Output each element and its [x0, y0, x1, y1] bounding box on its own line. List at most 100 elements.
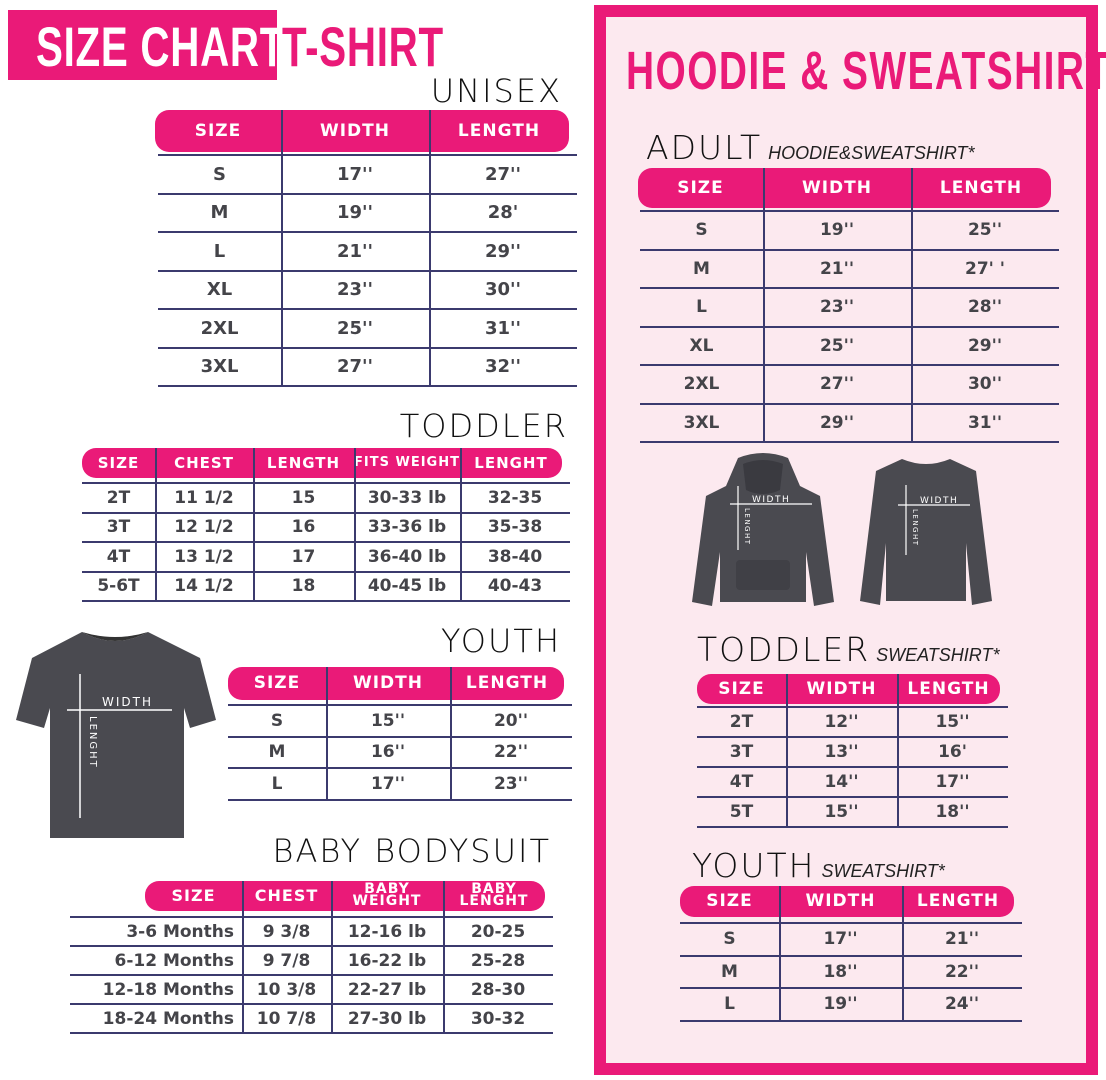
column-divider — [242, 881, 244, 1032]
table-header: SIZE CHEST LENGTH FITS WEIGHT LENGHT — [82, 448, 562, 478]
table-row: 3XL 29'' 31'' — [640, 402, 1059, 443]
section-title-adult: ADULT HOODIE&SWEATSHIRT* — [646, 128, 975, 167]
table-row: 2XL 25'' 31'' — [158, 308, 577, 347]
table-cell: 14 1/2 — [174, 576, 234, 597]
brand-banner — [8, 10, 277, 80]
table-cell: 33-36 lb — [367, 517, 447, 538]
table-cell: 25-28 — [470, 950, 526, 971]
column-header: SIZE — [677, 177, 724, 198]
table-cell: 28'' — [967, 297, 1003, 318]
table-cell: 12'' — [824, 712, 859, 732]
hoodie-diagram-icon: WIDTH LENGHT — [692, 453, 834, 606]
table-cell: 17 — [291, 546, 316, 567]
youth-subtitle: SWEATSHIRT* — [821, 861, 945, 881]
table-cell: 23'' — [819, 297, 855, 318]
column-header: BABY LENGHT — [459, 881, 529, 909]
table-header: SIZE WIDTH LENGTH — [228, 667, 564, 700]
table-cell: 40-43 — [487, 576, 543, 597]
table-cell: 27'' — [484, 163, 522, 185]
table-row: M 16'' 22'' — [228, 735, 572, 768]
table-cell: 20'' — [493, 710, 529, 731]
table-cell: 5-6T — [97, 576, 140, 597]
table-cell: 18-24 Months — [102, 1008, 234, 1029]
table-cell: 19'' — [336, 202, 374, 224]
table-cell: 15 — [291, 487, 316, 508]
table-cell: 24'' — [944, 994, 980, 1015]
table-cell: 4T — [729, 772, 754, 792]
table-row: 2T 11 1/2 15 30-33 lb 32-35 — [82, 482, 570, 512]
table-cell: L — [271, 773, 283, 794]
table-cell: 30'' — [484, 279, 522, 301]
table-cell: 18 — [291, 576, 316, 597]
table-cell: S — [270, 710, 284, 731]
table-cell: 28' — [487, 202, 519, 224]
table-cell: 30-32 — [470, 1008, 526, 1029]
table-cell: XL — [206, 279, 233, 301]
table-cell: 15'' — [370, 710, 406, 731]
adult-subtitle: HOODIE&SWEATSHIRT* — [768, 143, 975, 163]
section-title-youth-sweatshirt: YOUTH SWEATSHIRT* — [692, 846, 945, 885]
table-cell: 22-27 lb — [347, 979, 427, 1000]
column-header: BABY WEIGHT — [352, 881, 422, 909]
column-header: LENGTH — [266, 453, 341, 472]
column-divider — [281, 110, 283, 385]
table-cell: 38-40 — [487, 546, 543, 567]
table-cell: 23'' — [493, 773, 529, 794]
table-cell: 16' — [938, 742, 967, 762]
table-cell: 12-18 Months — [102, 979, 234, 1000]
table-cell: 17'' — [935, 772, 970, 792]
table-cell: 10 3/8 — [256, 979, 317, 1000]
column-header: SIZE — [194, 120, 242, 141]
table-cell: 36-40 lb — [367, 546, 447, 567]
column-divider — [331, 881, 333, 1032]
column-header: LENGTH — [457, 120, 541, 141]
table-cell: L — [213, 240, 226, 262]
table-cell: 31'' — [484, 317, 522, 339]
table-row: 3T 12 1/2 16 33-36 lb 35-38 — [82, 511, 570, 542]
table-cell: 32'' — [484, 356, 522, 378]
table-cell: L — [696, 297, 707, 318]
table-cell: 18'' — [823, 961, 858, 982]
column-divider — [786, 674, 788, 826]
table-row: S 15'' 20'' — [228, 704, 572, 736]
table-cell: 29'' — [484, 240, 522, 262]
table-cell: 25'' — [336, 317, 374, 339]
table-cell: XL — [689, 335, 714, 356]
table-cell: 3XL — [200, 356, 239, 378]
section-title-toddler: TODDLER — [399, 407, 568, 445]
column-header: LENGTH — [907, 678, 990, 699]
table-cell: 2XL — [200, 317, 239, 339]
table-cell: 32-35 — [487, 487, 543, 508]
section-title-baby-bodysuit: BABY BODYSUIT — [272, 832, 551, 870]
table-cell: 6-12 Months — [114, 950, 234, 971]
column-header: LENGTH — [916, 891, 1000, 912]
section-title-youth: YOUTH — [440, 622, 561, 660]
table-cell: 13 1/2 — [174, 546, 234, 567]
column-divider — [911, 168, 913, 441]
table-cell: M — [721, 961, 738, 982]
table-cell: 11 1/2 — [174, 487, 234, 508]
column-divider — [443, 881, 445, 1032]
table-cell: L — [724, 994, 735, 1015]
column-header: SIZE — [97, 453, 140, 472]
table-cell: 35-38 — [487, 517, 543, 538]
table-cell: 23'' — [336, 279, 374, 301]
column-divider — [354, 448, 356, 600]
table-row: L 23'' 28'' — [640, 287, 1059, 326]
column-header: SIZE — [706, 891, 753, 912]
sweatshirt-length-label: LENGHT — [911, 509, 919, 547]
table-cell: 27-30 lb — [347, 1008, 427, 1029]
table-row: S 17'' 21'' — [680, 922, 1022, 955]
column-divider — [763, 168, 765, 441]
table-cell: 5T — [729, 802, 754, 822]
table-row: 3XL 27'' 32'' — [158, 346, 577, 387]
tshirt-diagram-icon: WIDTH LENGHT — [16, 632, 216, 838]
column-header: LENGTH — [465, 673, 549, 694]
sweatshirt-width-label: WIDTH — [920, 496, 958, 506]
hoodie-title: HOODIE & SWEATSHIRT — [626, 41, 1106, 101]
table-row: L 19'' 24'' — [680, 987, 1022, 1022]
column-header: FITS WEIGHT — [354, 455, 460, 471]
table-cell: 30-33 lb — [367, 487, 447, 508]
table-header: SIZE WIDTH LENGTH — [638, 168, 1051, 208]
table-cell: M — [210, 202, 229, 224]
